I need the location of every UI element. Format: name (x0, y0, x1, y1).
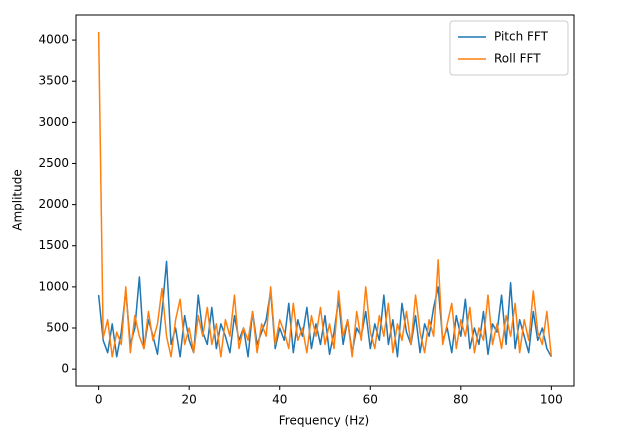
x-tick-label: 80 (453, 393, 468, 407)
y-tick-label: 3500 (38, 74, 69, 88)
y-tick-label: 0 (61, 362, 69, 376)
y-tick-label: 1500 (38, 238, 69, 252)
line-series (97, 31, 553, 358)
x-tick-label: 60 (363, 393, 378, 407)
x-tick-label: 20 (182, 393, 197, 407)
legend-label: Roll FFT (494, 52, 541, 66)
x-tick-label: 40 (272, 393, 287, 407)
y-tick-label: 2000 (38, 197, 69, 211)
x-tick-label: 0 (95, 393, 103, 407)
y-tick-label: 3000 (38, 115, 69, 129)
y-tick-label: 2500 (38, 156, 69, 170)
y-tick-label: 1000 (38, 279, 69, 293)
y-axis-label: Amplitude (11, 169, 25, 231)
legend-box (449, 20, 569, 76)
x-axis-label: Frequency (Hz) (279, 414, 370, 428)
y-tick-label: 500 (46, 321, 69, 335)
y-tick-label: 4000 (38, 33, 69, 47)
x-tick-label: 100 (540, 393, 563, 407)
legend-label: Pitch FFT (494, 30, 549, 44)
axes-frame (75, 14, 575, 387)
